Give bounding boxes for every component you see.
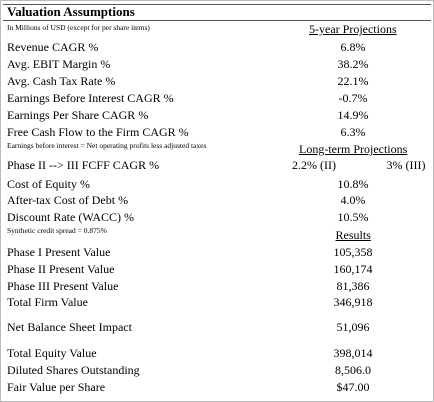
row-label: Total Equity Value bbox=[7, 346, 97, 360]
row-value: 38.2% bbox=[337, 57, 369, 71]
row-label: Diluted Shares Outstanding bbox=[7, 363, 140, 377]
section-heading: Results bbox=[335, 228, 371, 242]
row-label: Cost of Equity % bbox=[7, 177, 90, 191]
footnote: Synthetic credit spread = 0.875% bbox=[7, 226, 107, 235]
top-rule bbox=[3, 4, 431, 5]
title: Valuation Assumptions bbox=[7, 4, 135, 19]
row-value: 14.9% bbox=[337, 108, 369, 122]
row-label: Revenue CAGR % bbox=[7, 40, 99, 54]
row-value: 8,506.0 bbox=[335, 363, 371, 377]
row-label: Earnings Per Share CAGR % bbox=[7, 108, 149, 122]
row-label: Phase III Present Value bbox=[7, 279, 119, 293]
row-label: Total Firm Value bbox=[7, 295, 88, 309]
row-value: 160,174 bbox=[333, 262, 373, 276]
row-value: 398,014 bbox=[333, 346, 373, 360]
row-value: 105,358 bbox=[333, 245, 373, 259]
row-label: Net Balance Sheet Impact bbox=[7, 320, 132, 334]
section-heading: Long-term Projections bbox=[299, 142, 408, 156]
row-value: 51,096 bbox=[336, 320, 370, 334]
row-value: 10.8% bbox=[337, 177, 369, 191]
row-value: -0.7% bbox=[338, 91, 368, 105]
row-value: 10.5% bbox=[337, 210, 369, 224]
subtitle: In Millions of USD (except for per share… bbox=[7, 23, 150, 32]
row-value: 81,386 bbox=[336, 279, 370, 293]
row-value: 6.3% bbox=[340, 125, 366, 139]
row-label: Avg. EBIT Margin % bbox=[7, 57, 111, 71]
row-label: Phase II Present Value bbox=[7, 262, 115, 276]
row-label: Fair Value per Share bbox=[7, 380, 106, 394]
row-value: $47.00 bbox=[336, 380, 370, 394]
row-value: 3% (III) bbox=[386, 158, 426, 172]
row-label: Discount Rate (WACC) % bbox=[7, 210, 134, 224]
row-label: Earnings Before Interest CAGR % bbox=[7, 91, 174, 105]
section-heading: 5-year Projections bbox=[309, 22, 397, 36]
row-label: Free Cash Flow to the Firm CAGR % bbox=[7, 125, 189, 139]
row-label: Phase I Present Value bbox=[7, 245, 111, 259]
row-value: 22.1% bbox=[337, 74, 369, 88]
row-value: 4.0% bbox=[340, 193, 366, 207]
row-value: 6.8% bbox=[340, 40, 366, 54]
row-value: 346,918 bbox=[333, 295, 373, 309]
row-label: Avg. Cash Tax Rate % bbox=[7, 74, 116, 88]
row-label: After-tax Cost of Debt % bbox=[7, 193, 129, 207]
footnote: Earnings before interest = Net operating… bbox=[7, 141, 207, 150]
row-label: Phase II --> III FCFF CAGR % bbox=[7, 158, 160, 172]
title-rule bbox=[3, 20, 431, 21]
row-value: 2.2% (II) bbox=[292, 158, 336, 172]
